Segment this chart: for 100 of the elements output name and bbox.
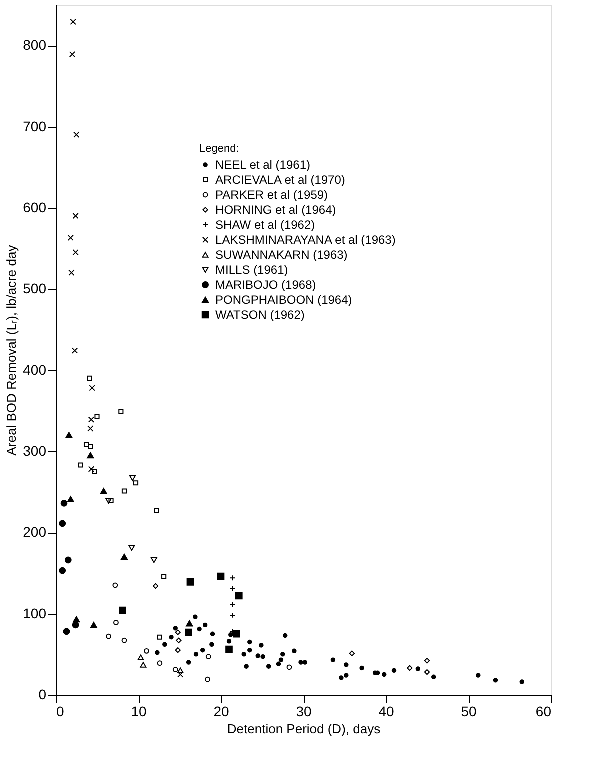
point	[186, 578, 194, 586]
point	[154, 508, 160, 514]
point	[169, 634, 174, 640]
point	[186, 620, 194, 627]
point	[59, 520, 66, 528]
point	[88, 416, 95, 423]
point	[382, 672, 387, 678]
point	[298, 660, 304, 665]
point	[67, 496, 74, 503]
point	[205, 676, 210, 682]
point	[186, 660, 192, 665]
point	[330, 658, 336, 662]
point	[94, 414, 100, 420]
x-tick-label: 60	[536, 704, 552, 720]
point	[69, 51, 76, 58]
point	[266, 664, 272, 669]
x-tick-label: 30	[296, 704, 312, 720]
point	[226, 646, 233, 654]
point	[72, 249, 79, 256]
point	[176, 638, 182, 644]
point	[193, 614, 198, 620]
point	[129, 475, 136, 482]
point	[185, 628, 192, 636]
point	[120, 554, 128, 560]
legend-label: WATSON (1962)	[216, 308, 305, 322]
point	[248, 648, 252, 653]
point	[424, 658, 430, 664]
point	[59, 567, 66, 574]
point	[88, 426, 94, 432]
point	[416, 666, 421, 672]
point	[84, 442, 90, 448]
point	[202, 622, 208, 628]
point	[138, 654, 144, 661]
x-tick-label: 10	[131, 704, 147, 720]
x-tick-label: 40	[378, 704, 394, 720]
legend-label: MILLS (1961)	[216, 263, 288, 277]
point	[493, 678, 498, 683]
point	[197, 626, 202, 632]
point	[155, 650, 160, 656]
point	[64, 556, 72, 564]
point	[114, 620, 119, 626]
point	[476, 673, 481, 678]
point	[150, 557, 158, 564]
point	[520, 680, 524, 684]
point	[230, 602, 236, 608]
point	[175, 648, 181, 654]
point	[87, 452, 94, 459]
y-tick-label: 800	[23, 37, 47, 54]
point	[68, 234, 74, 242]
point	[66, 432, 73, 438]
point	[112, 582, 118, 588]
y-axis-title: Areal BOD Removal (Lᵣ), lb/acre day	[4, 244, 20, 456]
y-tick-label: 500	[23, 280, 47, 297]
point	[256, 654, 260, 658]
point	[74, 132, 80, 138]
y-tick-label: 300	[23, 442, 47, 459]
point	[87, 376, 92, 381]
legend-label: SUWANNAKARN (1963)	[216, 248, 348, 262]
point	[89, 385, 96, 392]
point	[424, 669, 430, 676]
point	[292, 648, 297, 654]
legend-label: NEEL et al (1961)	[216, 158, 311, 172]
point	[72, 212, 79, 220]
point	[260, 654, 266, 660]
point	[282, 633, 288, 638]
point	[60, 500, 68, 507]
point	[242, 652, 246, 657]
point	[152, 583, 159, 590]
point	[302, 660, 308, 665]
point	[248, 640, 252, 645]
point	[194, 652, 199, 657]
point	[90, 622, 98, 628]
point	[244, 664, 249, 669]
point	[73, 616, 80, 623]
point	[175, 630, 181, 636]
point	[118, 409, 124, 414]
point	[233, 630, 240, 638]
point	[157, 634, 162, 640]
x-tick-label: 0	[56, 704, 64, 720]
point	[217, 572, 225, 580]
point	[210, 642, 214, 648]
point	[78, 462, 84, 468]
point	[349, 650, 356, 656]
point	[140, 662, 147, 668]
y-tick-label: 100	[23, 605, 47, 622]
point	[431, 674, 436, 680]
legend-label: PONGPHAIBOON (1964)	[216, 293, 352, 307]
y-tick-label: 400	[23, 362, 47, 378]
y-tick-label: 700	[23, 118, 47, 134]
point	[360, 666, 364, 671]
point	[173, 626, 178, 631]
legend-label: SHAW et al (1962)	[216, 218, 316, 232]
point	[157, 660, 163, 666]
point	[228, 632, 234, 638]
y-tick-label: 200	[23, 524, 47, 540]
legend-label: HORNING et al (1964)	[216, 203, 336, 217]
point	[63, 628, 70, 636]
legend-label: MARIBOJO (1968)	[216, 278, 316, 292]
point	[339, 676, 344, 680]
point	[210, 632, 216, 636]
